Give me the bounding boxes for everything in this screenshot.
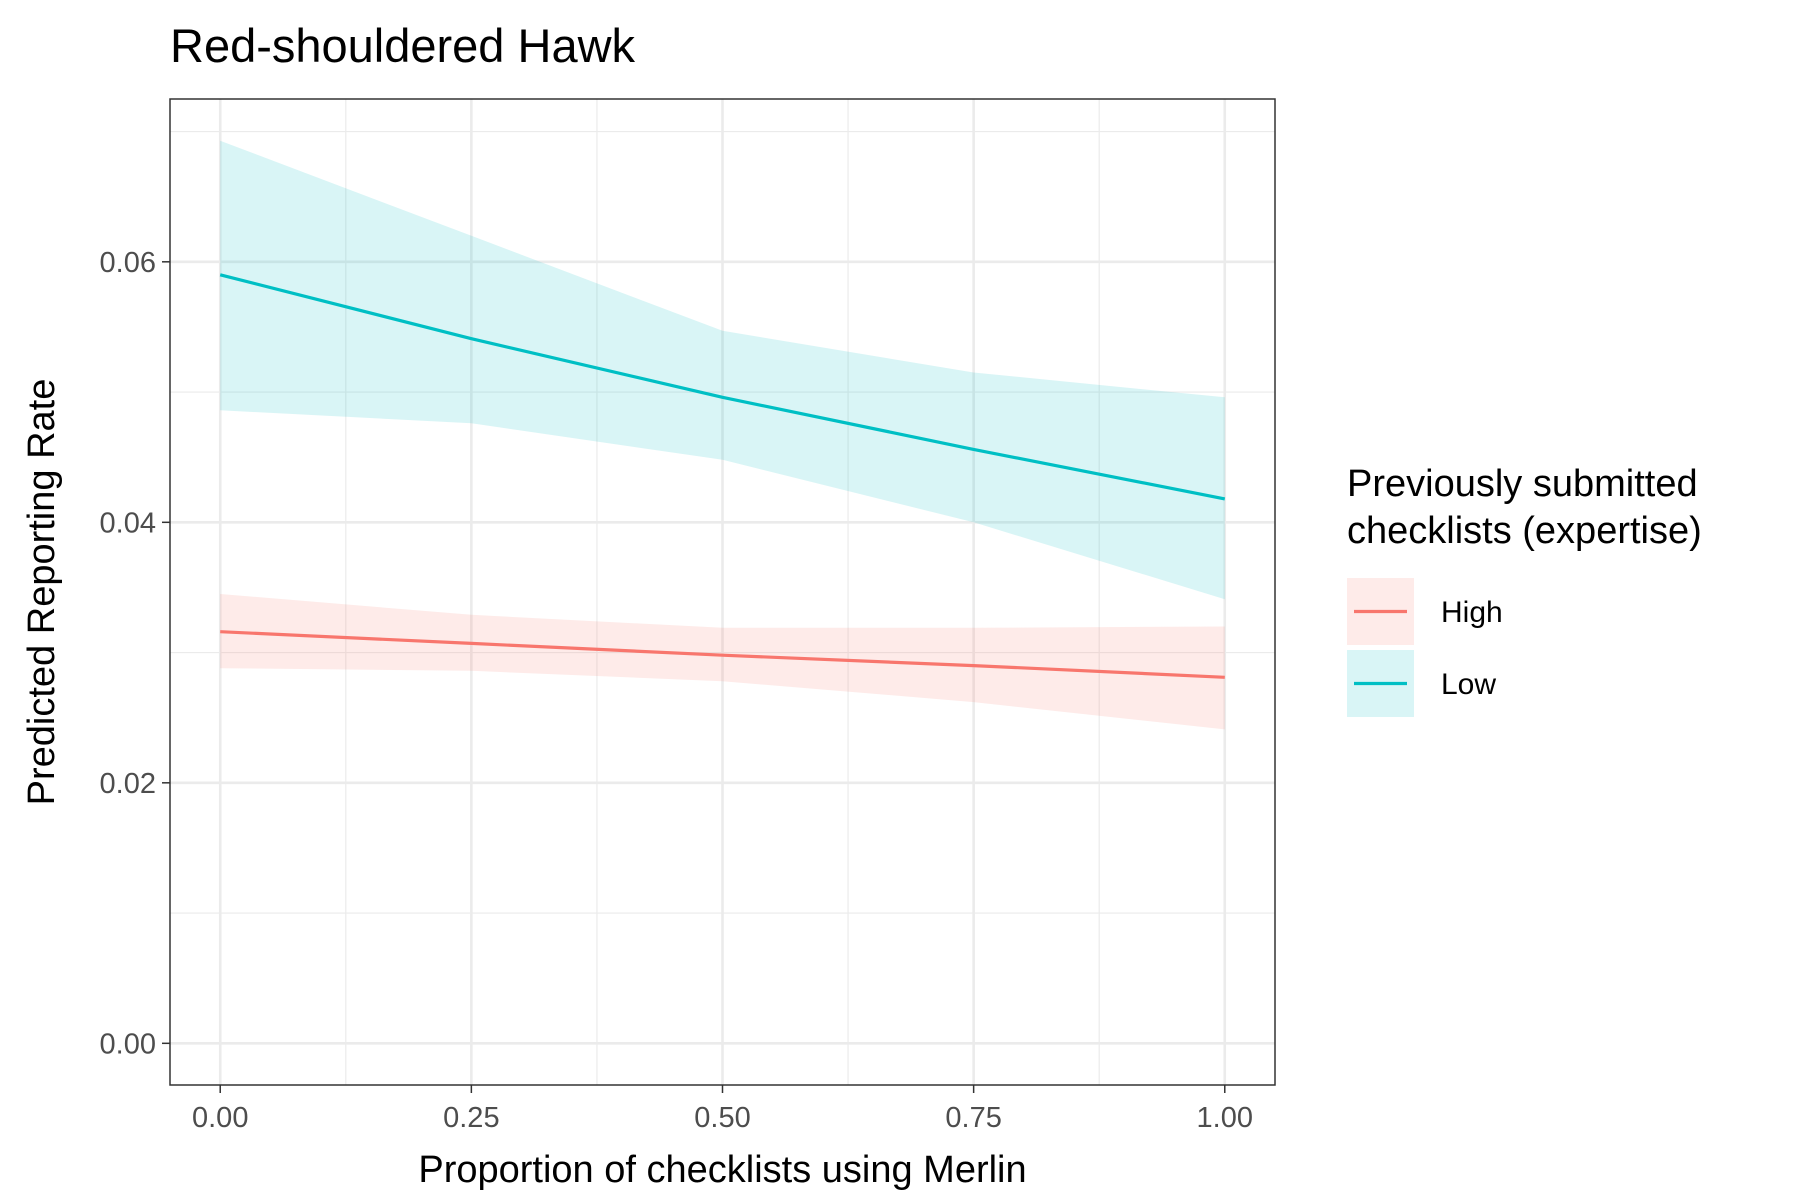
line-high <box>220 630 1225 679</box>
legend-title-line-2: checklists (expertise) <box>1347 510 1702 552</box>
legend: Previously submitted checklists (experti… <box>1347 463 1702 717</box>
legend-title-line-1: Previously submitted <box>1347 463 1698 505</box>
y-tick-label: 0.04 <box>100 507 156 539</box>
legend-label-low: Low <box>1441 668 1496 701</box>
y-tick-label: 0.02 <box>100 768 156 800</box>
legend-item-high: High <box>1347 578 1503 645</box>
x-tick-label: 0.50 <box>694 1102 750 1134</box>
ci-band-low <box>220 140 1225 600</box>
x-tick-label: 0.00 <box>192 1102 248 1134</box>
x-axis-title: Proportion of checklists using Merlin <box>418 1149 1026 1191</box>
x-tick-label: 1.00 <box>1197 1102 1253 1134</box>
legend-item-low: Low <box>1347 650 1496 717</box>
x-axis: 0.00 0.25 0.50 0.75 1.00 <box>192 1085 1253 1134</box>
y-tick-label: 0.00 <box>100 1028 156 1060</box>
y-axis: 0.00 0.02 0.04 0.06 <box>100 247 170 1060</box>
chart-title: Red-shouldered Hawk <box>170 19 636 72</box>
confidence-bands <box>220 140 1225 730</box>
series-lines <box>219 273 1226 679</box>
y-tick-label: 0.06 <box>100 247 156 279</box>
ci-band-high <box>220 594 1225 730</box>
x-tick-label: 0.75 <box>945 1102 1001 1134</box>
x-tick-label: 0.25 <box>443 1102 499 1134</box>
legend-label-high: High <box>1441 596 1503 629</box>
line-low <box>219 273 1226 501</box>
y-axis-title: Predicted Reporting Rate <box>21 379 63 806</box>
grid <box>170 99 1275 1085</box>
